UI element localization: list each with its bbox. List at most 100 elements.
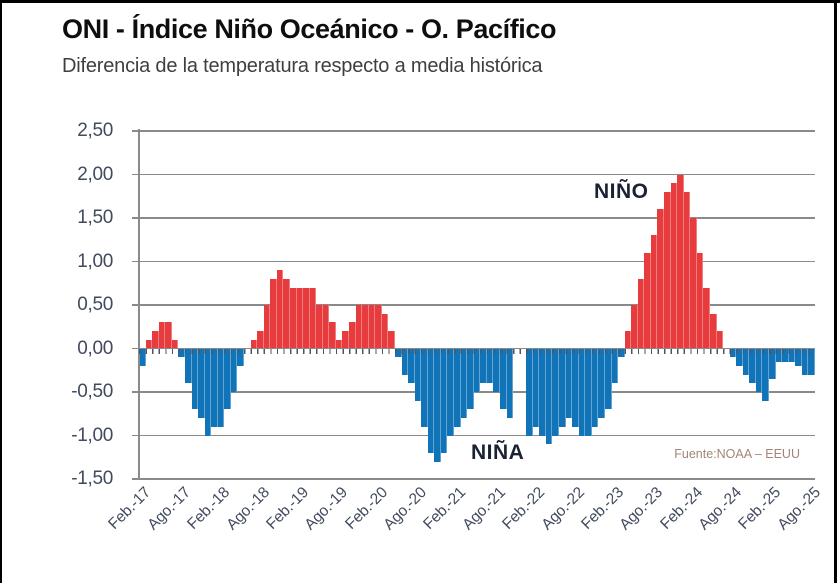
y-axis-line bbox=[137, 129, 140, 479]
oni-bar-positive bbox=[322, 305, 330, 349]
oni-bar-negative bbox=[473, 348, 481, 392]
oni-bar-negative bbox=[526, 348, 533, 436]
oni-bar-positive bbox=[276, 270, 284, 349]
oni-bar-positive bbox=[171, 339, 179, 349]
oni-bar-negative bbox=[788, 348, 796, 362]
x-axis-tick-label: Ago.-20 bbox=[380, 484, 430, 534]
oni-bar-negative bbox=[572, 348, 579, 427]
x-axis-tick-label: Ago.-22 bbox=[538, 484, 588, 534]
y-axis-tick-label: 1,00 bbox=[77, 250, 113, 272]
chart-title: ONI - Índice Niño Oceánico - O. Pacífico bbox=[62, 14, 557, 44]
oni-bar-negative bbox=[440, 348, 448, 453]
oni-bar-positive bbox=[303, 287, 310, 349]
oni-bar-negative bbox=[480, 348, 487, 384]
x-axis-tick-label: Feb.-24 bbox=[656, 484, 706, 533]
gridline--1,50 bbox=[132, 478, 815, 480]
x-axis-tick-label: Feb.-21 bbox=[420, 484, 470, 533]
oni-bar-positive bbox=[329, 322, 336, 349]
oni-bar-positive bbox=[283, 278, 290, 349]
oni-bar-positive bbox=[263, 305, 271, 349]
y-axis-tick-label: 0,00 bbox=[77, 337, 113, 359]
gridline-1,00 bbox=[132, 260, 815, 263]
gridline-0,50 bbox=[132, 304, 815, 306]
oni-bar-negative bbox=[545, 348, 553, 445]
x-axis-tick-label: Feb.-18 bbox=[184, 484, 234, 533]
oni-bar-positive bbox=[250, 339, 258, 349]
oni-bar-positive bbox=[624, 331, 632, 349]
oni-bar-negative bbox=[184, 348, 192, 384]
oni-bar-negative bbox=[782, 348, 789, 362]
oni-bar-negative bbox=[506, 348, 514, 419]
gridline-1,50 bbox=[132, 217, 815, 219]
oni-bar-negative bbox=[230, 348, 238, 392]
x-axis-tick-label: Feb.-25 bbox=[735, 484, 785, 533]
y-axis-tick-label: 1,50 bbox=[77, 207, 113, 228]
oni-bar-positive bbox=[152, 331, 159, 349]
x-axis-tick-label: Ago.-21 bbox=[459, 484, 509, 534]
oni-bar-positive bbox=[664, 191, 671, 349]
source-credit: Fuente:NOAA – EEUU bbox=[674, 447, 800, 461]
oni-bar-positive bbox=[388, 331, 395, 349]
x-axis-tick-label: Ago.-23 bbox=[616, 484, 667, 534]
oni-bar-positive bbox=[696, 252, 704, 349]
oni-bar-positive bbox=[270, 278, 277, 349]
x-axis-tick-label: Ago.-17 bbox=[144, 484, 194, 534]
oni-bar-negative bbox=[552, 348, 560, 436]
oni-bar-negative bbox=[565, 348, 573, 419]
oni-bar-positive bbox=[657, 209, 665, 349]
oni-bar-negative bbox=[224, 348, 231, 410]
oni-bar-negative bbox=[532, 348, 540, 427]
oni-bar-positive bbox=[375, 305, 382, 349]
oni-bar-negative bbox=[749, 348, 756, 384]
oni-bar-positive bbox=[355, 305, 363, 349]
oni-bar-negative bbox=[217, 348, 225, 427]
month-tick-marks bbox=[139, 349, 815, 354]
oni-bar-negative bbox=[539, 348, 546, 436]
x-axis-tick-label: Feb.-17 bbox=[105, 484, 155, 533]
y-axis-tick-label: 2,00 bbox=[77, 163, 113, 185]
oni-bar-negative bbox=[762, 348, 770, 401]
oni-bar-positive bbox=[335, 339, 343, 349]
oni-bar-positive bbox=[381, 313, 389, 349]
oni-bar-negative bbox=[585, 348, 592, 436]
y-axis-tick-label: -0,50 bbox=[71, 381, 113, 402]
oni-bar-positive bbox=[349, 322, 356, 349]
la-nina-annotation: NIÑA bbox=[471, 441, 525, 464]
oni-bar-negative bbox=[454, 348, 461, 427]
oni-bar-positive bbox=[644, 252, 651, 349]
y-axis-tick-label: 2,50 bbox=[77, 120, 113, 141]
oni-bar-negative bbox=[493, 348, 500, 392]
oni-bar-negative bbox=[237, 348, 244, 366]
oni-bar-negative bbox=[401, 348, 409, 375]
y-axis-tick-label: -1,00 bbox=[71, 424, 113, 446]
oni-bar-negative bbox=[755, 348, 763, 392]
oni-bar-positive bbox=[368, 305, 376, 349]
oni-bar-positive bbox=[683, 191, 691, 349]
oni-bar-negative bbox=[414, 348, 422, 401]
oni-bar-negative bbox=[204, 348, 212, 436]
oni-bar-negative bbox=[775, 348, 783, 362]
oni-bar-negative bbox=[427, 348, 435, 453]
oni-bar-positive bbox=[650, 235, 658, 349]
oni-bar-negative bbox=[604, 348, 612, 410]
oni-bar-positive bbox=[165, 322, 172, 349]
x-axis-tick-label: Ago.-24 bbox=[695, 484, 745, 534]
oni-bar-negative bbox=[808, 348, 815, 375]
oni-bar-positive bbox=[145, 339, 153, 349]
oni-bar-positive bbox=[690, 218, 697, 349]
oni-bar-negative bbox=[736, 348, 743, 366]
oni-bar-negative bbox=[421, 348, 428, 427]
oni-bar-positive bbox=[309, 287, 317, 349]
oni-bar-negative bbox=[801, 348, 809, 375]
oni-bar-negative bbox=[486, 348, 494, 384]
oni-bar-positive bbox=[637, 278, 645, 349]
oni-bar-negative bbox=[598, 348, 605, 419]
oni-bar-positive bbox=[670, 183, 678, 349]
oni-bar-negative bbox=[467, 348, 474, 410]
x-axis-tick-label: Ago.-18 bbox=[223, 484, 273, 534]
oni-bar-negative bbox=[191, 348, 199, 410]
oni-bar-negative bbox=[434, 348, 441, 462]
zero-baseline bbox=[132, 347, 815, 350]
oni-bar-positive bbox=[316, 305, 323, 349]
